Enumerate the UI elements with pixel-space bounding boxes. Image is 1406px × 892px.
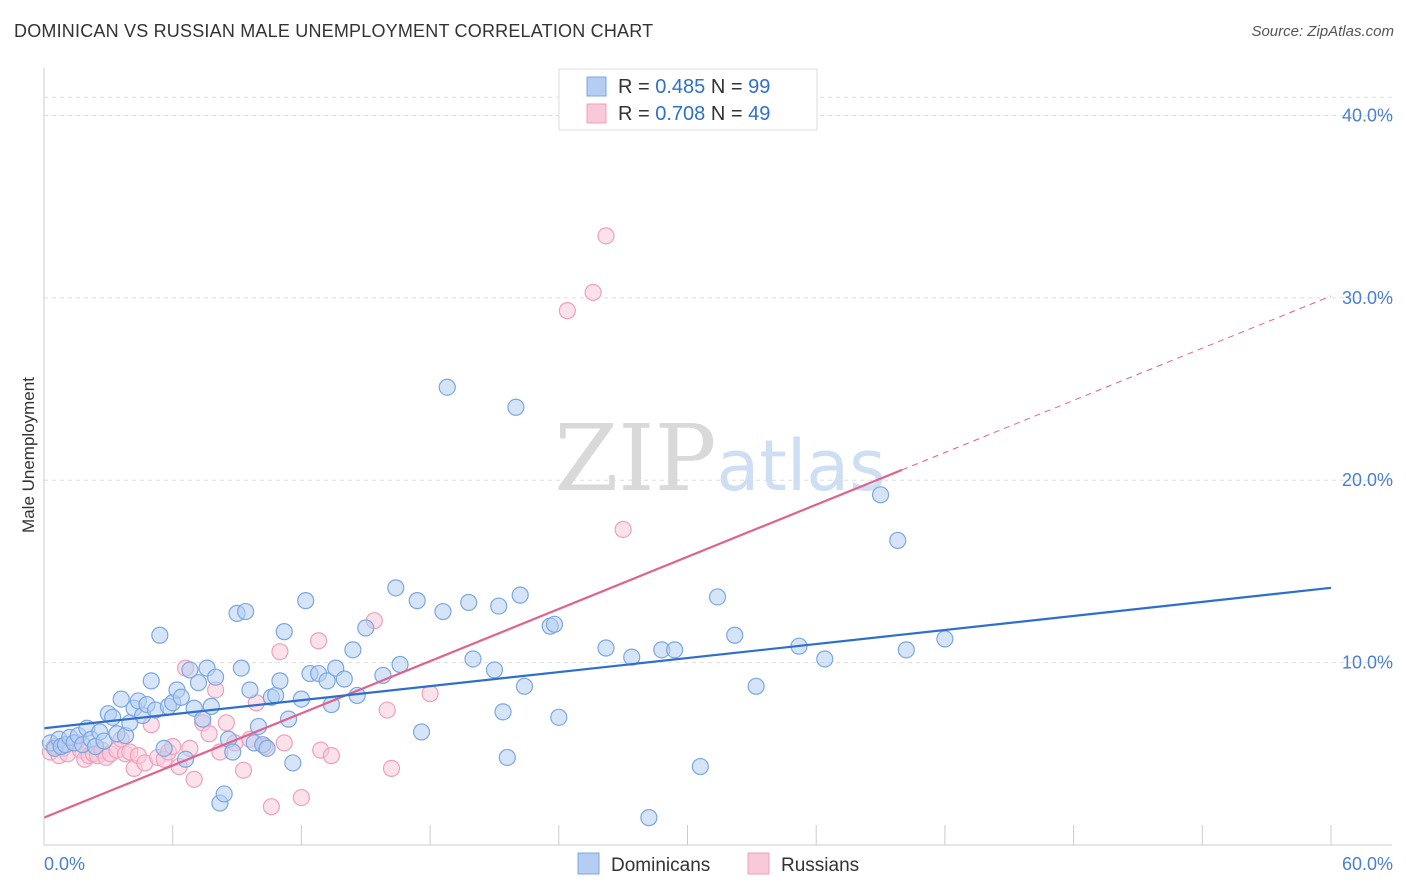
- dominican-point: [241, 681, 259, 699]
- dominican-point: [871, 486, 890, 504]
- x-tick-label: 0.0%: [44, 854, 85, 874]
- chart-title: DOMINICAN VS RUSSIAN MALE UNEMPLOYMENT C…: [14, 21, 654, 41]
- russian-trend-line: [43, 468, 903, 819]
- dominican-point: [151, 626, 169, 644]
- dominican-point: [498, 748, 516, 767]
- dominican-point: [335, 670, 353, 688]
- dominican-point: [889, 531, 907, 550]
- dominican-point: [318, 672, 336, 690]
- dominican-point: [207, 668, 225, 686]
- dominican-point: [412, 723, 431, 741]
- dominican-point: [494, 703, 512, 721]
- dominican-point: [507, 398, 525, 416]
- russian-point: [234, 761, 253, 779]
- bottom-legend-label: Dominicans: [611, 855, 710, 876]
- russian-trend-line-extension: [901, 295, 1332, 471]
- trend-layer: [43, 295, 1332, 819]
- dominican-point: [104, 708, 122, 726]
- dominican-point: [95, 732, 113, 750]
- russian-point: [271, 643, 289, 661]
- dominican-point: [142, 672, 160, 690]
- dominican-point: [215, 785, 233, 803]
- dominican-point: [344, 641, 362, 659]
- dominican-point: [112, 690, 130, 708]
- dominican-point: [897, 641, 915, 659]
- russian-point: [292, 788, 310, 807]
- russian-point: [262, 798, 280, 816]
- dominican-point: [284, 754, 302, 772]
- dominican-point: [172, 688, 190, 706]
- dominican-point: [485, 661, 504, 679]
- dominican-point: [434, 602, 452, 621]
- bottom-legend-swatch: [577, 852, 600, 875]
- russian-point: [185, 770, 203, 788]
- dominican-point: [237, 602, 255, 621]
- grid-layer: [44, 96, 1392, 664]
- dominican-point: [232, 659, 250, 677]
- dominican-point: [708, 588, 727, 606]
- russian-point: [584, 283, 602, 301]
- dominican-point: [464, 650, 482, 668]
- dominican-point: [189, 674, 208, 692]
- axis-layer: 10.0% 20.0% 30.0% 40.0% 0.0% 60.0% Male Unempl…: [19, 68, 1393, 874]
- dominican-point: [511, 586, 529, 604]
- y-tick-label: 30.0%: [1342, 288, 1393, 308]
- watermark-text: ZIPatlas: [554, 405, 885, 512]
- russian-point: [614, 520, 632, 539]
- dominican-point: [387, 579, 405, 597]
- russian-point: [382, 759, 401, 778]
- russian-point: [275, 734, 293, 752]
- legend-layer: R = 0.485 N = 99 R = 0.708 N = 49 Dominica…: [558, 68, 859, 876]
- chart-source: Source: ZipAtlas.com: [1251, 23, 1394, 40]
- y-tick-label: 10.0%: [1342, 653, 1393, 673]
- dominican-point: [460, 593, 478, 612]
- dominican-point: [666, 641, 684, 659]
- dominican-point: [726, 626, 744, 644]
- dominican-point: [181, 661, 199, 679]
- dominican-point: [202, 697, 220, 715]
- x-tick-label: 60.0%: [1342, 854, 1393, 874]
- bottom-legend-label: Russians: [781, 855, 859, 876]
- dominican-point: [490, 597, 508, 615]
- dominican-point: [515, 677, 534, 695]
- legend-stats-text: R = 0.485 N = 99: [618, 76, 770, 98]
- dominican-trend-line: [43, 586, 1332, 730]
- dominican-point: [275, 623, 293, 641]
- legend-swatch: [586, 103, 607, 124]
- dominican-point: [747, 677, 765, 695]
- russian-point: [217, 714, 235, 732]
- dominican-point: [271, 672, 289, 690]
- dominican-point: [936, 630, 954, 648]
- dominican-point: [438, 378, 456, 396]
- y-tick-label: 40.0%: [1342, 105, 1393, 125]
- dominican-point: [408, 592, 426, 610]
- legend-swatch: [586, 76, 607, 97]
- dominican-point: [267, 686, 285, 705]
- dominican-point: [155, 739, 173, 757]
- bottom-legend-swatch: [747, 852, 770, 875]
- russian-point: [558, 302, 576, 320]
- dominican-point: [550, 708, 568, 726]
- russian-point: [597, 227, 615, 245]
- russian-point: [200, 725, 218, 743]
- russian-point: [322, 747, 341, 765]
- y-axis-label: Male Unemployment: [19, 377, 38, 533]
- russian-point: [378, 701, 396, 719]
- dominican-point: [597, 639, 615, 657]
- watermark: ZIPatlas: [554, 405, 885, 512]
- dominican-point: [224, 743, 242, 761]
- dominican-point: [297, 592, 315, 610]
- russian-point: [309, 632, 328, 650]
- dominican-point: [258, 739, 276, 757]
- dominican-point: [357, 619, 375, 637]
- dominican-point: [640, 809, 658, 827]
- dominican-point: [545, 615, 564, 633]
- russian-point: [421, 685, 439, 703]
- y-tick-label: 20.0%: [1342, 470, 1393, 490]
- dominican-point: [816, 650, 834, 668]
- dominican-point: [691, 757, 709, 776]
- points-layer: [41, 227, 954, 827]
- legend-stats-text: R = 0.708 N = 49: [618, 103, 770, 125]
